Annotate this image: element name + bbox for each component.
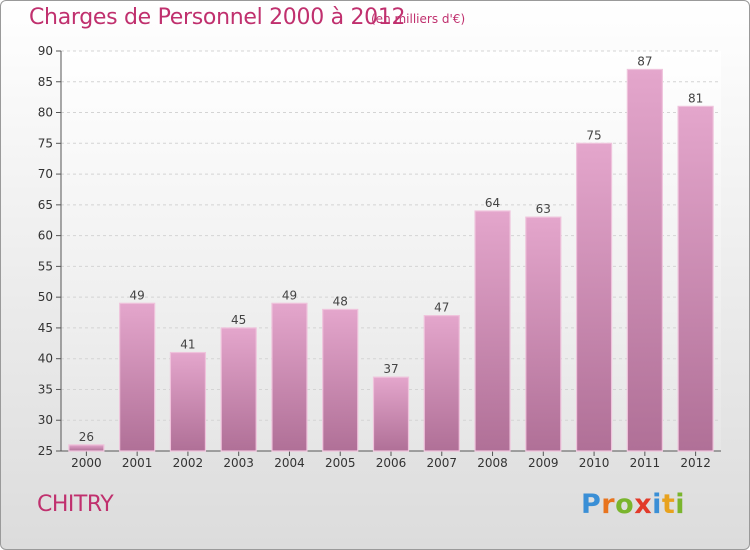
bar <box>575 142 613 452</box>
bar-value-label: 47 <box>434 301 449 315</box>
x-tick-label: 2009 <box>528 456 559 470</box>
x-tick-label: 2002 <box>173 456 204 470</box>
bar-value-label: 75 <box>586 128 601 142</box>
y-tick-label: 35 <box>38 382 53 396</box>
bar <box>169 351 207 452</box>
x-tick-label: 2001 <box>122 456 153 470</box>
bar-value-label: 37 <box>383 362 398 376</box>
y-tick-label: 60 <box>38 229 53 243</box>
y-tick-label: 40 <box>38 352 53 366</box>
logo-letter: i <box>675 489 686 520</box>
logo-letter: t <box>661 489 676 520</box>
y-tick-label: 25 <box>38 444 53 458</box>
bar-value-label: 26 <box>79 430 94 444</box>
y-tick-label: 85 <box>38 75 53 89</box>
logo-letter: x <box>634 489 653 520</box>
bar <box>677 105 714 452</box>
y-tick-label: 30 <box>38 413 53 427</box>
x-tick-label: 2007 <box>426 456 457 470</box>
x-tick-label: 2012 <box>680 456 711 470</box>
bar-value-label: 87 <box>637 54 652 68</box>
bar <box>474 210 511 452</box>
y-tick-label: 50 <box>38 290 53 304</box>
bar <box>68 444 105 452</box>
logo-letter: i <box>652 489 662 520</box>
bar <box>372 376 410 452</box>
bar-value-label: 49 <box>282 288 297 302</box>
bar-value-label: 81 <box>688 91 703 105</box>
bar-value-label: 49 <box>130 288 145 302</box>
y-tick-label: 75 <box>38 136 53 150</box>
chart-title: Charges de Personnel 2000 à 2012 <box>29 5 406 30</box>
x-tick-label: 2004 <box>274 456 305 470</box>
bar <box>525 216 562 452</box>
bar <box>423 315 460 452</box>
x-tick-label: 2005 <box>325 456 356 470</box>
y-tick-label: 65 <box>38 198 53 212</box>
bar <box>271 302 308 452</box>
logo-letter: r <box>601 489 616 520</box>
bar-value-label: 48 <box>333 294 348 308</box>
bar <box>322 308 359 452</box>
x-tick-label: 2003 <box>223 456 254 470</box>
bar-value-label: 64 <box>485 196 500 210</box>
bar <box>626 68 663 452</box>
city-name: CHITRY <box>37 492 114 517</box>
x-tick-label: 2011 <box>630 456 661 470</box>
logo-letter: o <box>615 489 635 520</box>
bar-value-label: 45 <box>231 313 246 327</box>
y-tick-label: 80 <box>38 106 53 120</box>
x-tick-label: 2008 <box>477 456 508 470</box>
logo-letter: P <box>581 489 602 520</box>
y-tick-label: 55 <box>38 259 53 273</box>
x-tick-label: 2006 <box>376 456 407 470</box>
x-tick-label: 2000 <box>71 456 102 470</box>
y-tick-label: 45 <box>38 321 53 335</box>
y-tick-label: 90 <box>38 44 53 58</box>
bar-value-label: 63 <box>536 202 551 216</box>
chart-subtitle: (en milliers d'€) <box>371 12 466 26</box>
bar <box>119 302 156 452</box>
x-tick-label: 2010 <box>579 456 610 470</box>
bar-value-label: 41 <box>180 338 195 352</box>
y-tick-label: 70 <box>38 167 53 181</box>
bar <box>220 327 257 452</box>
proxiti-logo: Proxiti <box>581 489 685 520</box>
